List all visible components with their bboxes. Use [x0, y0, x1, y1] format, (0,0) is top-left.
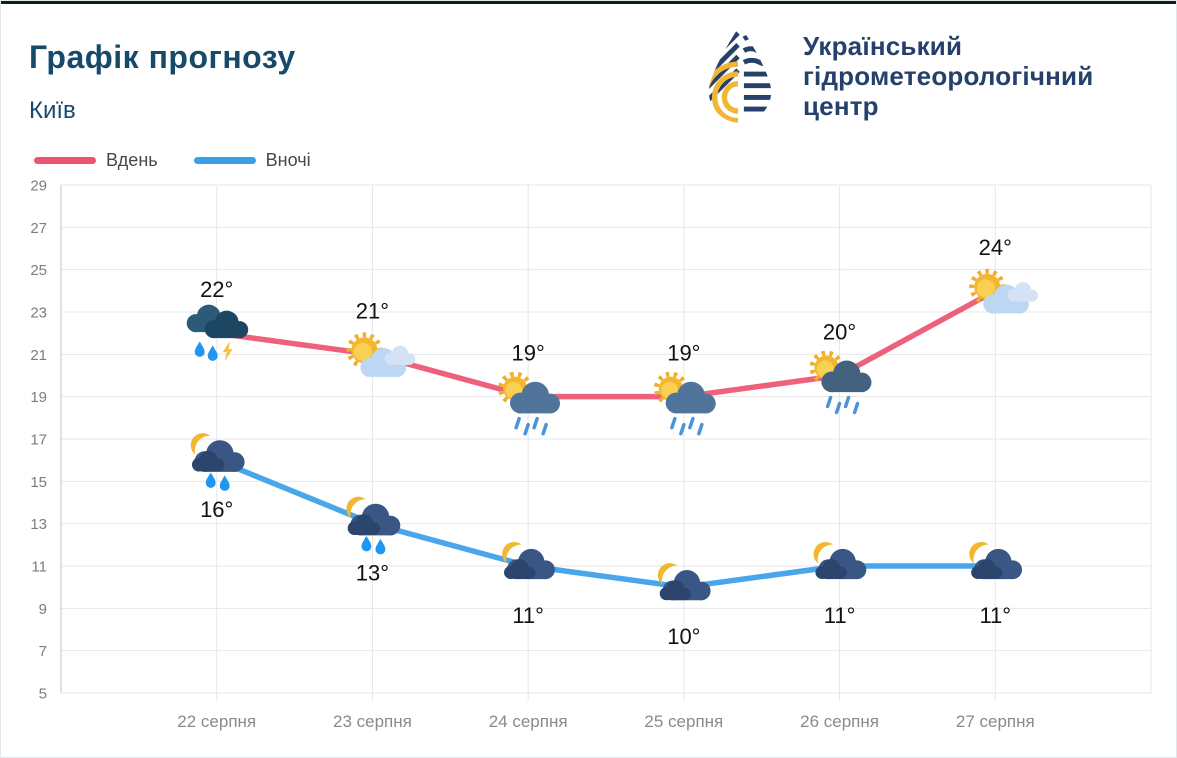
legend-label-day: Вдень: [106, 150, 158, 170]
svg-text:23 серпня: 23 серпня: [333, 712, 412, 731]
night-line-swatch: [193, 157, 256, 164]
logo: Український гідрометеорологічний центр: [701, 23, 1093, 125]
svg-text:21°: 21°: [356, 298, 389, 323]
svg-text:11°: 11°: [979, 603, 1011, 628]
svg-text:24°: 24°: [979, 235, 1012, 260]
svg-text:13: 13: [30, 516, 47, 533]
svg-text:27 серпня: 27 серпня: [956, 712, 1035, 731]
svg-text:21: 21: [30, 347, 47, 364]
svg-text:25 серпня: 25 серпня: [644, 712, 723, 731]
svg-text:9: 9: [39, 601, 47, 618]
svg-text:16°: 16°: [200, 497, 233, 522]
chart-legend: Вдень Вночі: [34, 150, 333, 171]
city-subtitle: Київ: [29, 97, 76, 124]
logo-text-line: гідрометеорологічний: [803, 61, 1094, 91]
svg-text:22 серпня: 22 серпня: [177, 712, 256, 731]
svg-text:15: 15: [30, 474, 47, 491]
logo-text-line: центр: [803, 91, 879, 121]
svg-text:19°: 19°: [512, 341, 545, 366]
svg-text:27: 27: [30, 220, 47, 237]
svg-text:23: 23: [30, 305, 47, 322]
water-drop-icon: [708, 25, 772, 123]
svg-text:26 серпня: 26 серпня: [800, 712, 879, 731]
logo-text-line: Український: [803, 31, 963, 61]
logo-text: Український гідрометеорологічний центр: [803, 31, 1093, 121]
svg-text:22°: 22°: [200, 277, 233, 302]
svg-text:24 серпня: 24 серпня: [489, 712, 568, 731]
svg-text:20°: 20°: [823, 320, 856, 345]
svg-text:7: 7: [39, 643, 47, 660]
svg-text:11: 11: [31, 559, 47, 576]
svg-text:10°: 10°: [667, 624, 700, 649]
day-line-swatch: [34, 157, 96, 164]
legend-item-day: Вдень: [34, 150, 158, 171]
svg-text:25: 25: [30, 262, 47, 279]
svg-text:13°: 13°: [356, 561, 389, 586]
svg-text:19: 19: [30, 389, 47, 406]
legend-item-night: Вночі: [193, 150, 311, 171]
page-title: Графік прогнозу: [29, 39, 296, 75]
svg-text:19°: 19°: [667, 341, 700, 366]
svg-text:11°: 11°: [824, 603, 856, 628]
top-border: [1, 1, 1176, 4]
svg-text:11°: 11°: [512, 603, 544, 628]
svg-text:29: 29: [30, 178, 47, 195]
svg-text:17: 17: [30, 432, 47, 449]
legend-label-night: Вночі: [265, 150, 311, 170]
svg-text:5: 5: [39, 686, 47, 703]
